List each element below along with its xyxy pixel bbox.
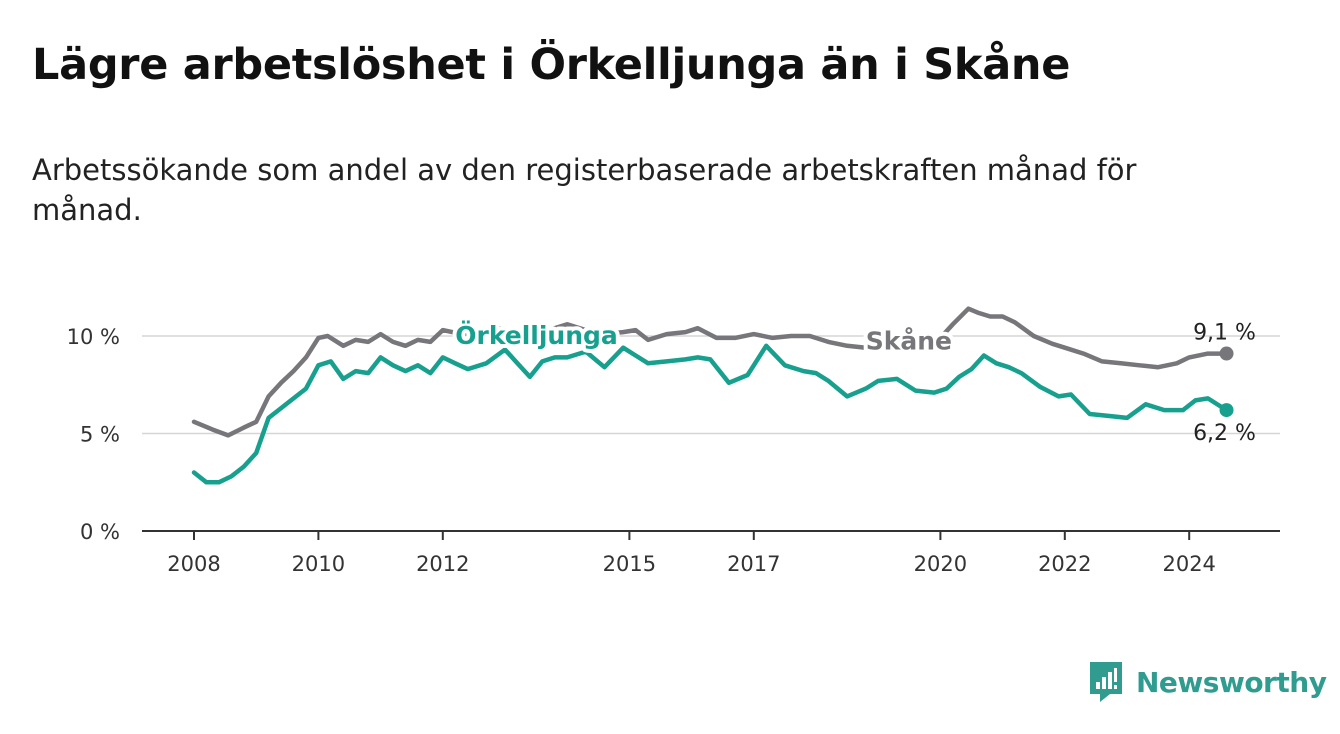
x-tick-label-2012: 2012 xyxy=(416,552,469,576)
y-tick-label-0: 0 % xyxy=(80,520,120,544)
x-tick-label-2010: 2010 xyxy=(292,552,345,576)
chart-subtitle: Arbetssökande som andel av den registerb… xyxy=(32,153,1137,227)
y-tick-label-5: 5 % xyxy=(80,423,120,447)
x-tick-label-2020: 2020 xyxy=(914,552,967,576)
brand-name: Newsworthy xyxy=(1136,665,1327,699)
end-label-orkelljunga: 6,2 % xyxy=(1193,421,1256,446)
end-point-skane xyxy=(1219,346,1234,361)
series-label-skane: Skåne xyxy=(866,327,952,356)
x-tick-label-2017: 2017 xyxy=(727,552,780,576)
end-point-orkelljunga xyxy=(1219,403,1234,418)
chart-title: Lägre arbetslöshet i Örkelljunga än i Sk… xyxy=(32,40,1071,90)
series-line-orkelljunga xyxy=(191,343,1229,485)
brand: Newsworthy xyxy=(1088,660,1327,704)
series-label-orkelljunga: Örkelljunga xyxy=(455,320,618,350)
x-tick-label-2008: 2008 xyxy=(167,552,220,576)
series-labels: 9,1 % 6,2 % Skåne Örkelljunga xyxy=(451,316,1256,446)
y-tick-label-10: 10 % xyxy=(67,325,120,349)
x-tick-label-2022: 2022 xyxy=(1038,552,1091,576)
x-tick-label-2015: 2015 xyxy=(603,552,656,576)
newsworthy-logo-icon xyxy=(1090,662,1122,702)
x-tick-label-2024: 2024 xyxy=(1162,552,1215,576)
series-lines xyxy=(191,306,1234,485)
end-label-skane: 9,1 % xyxy=(1193,321,1256,346)
y-axis-tick-labels: 0 % 5 % 10 % xyxy=(67,325,120,544)
series-line-skane xyxy=(191,306,1229,438)
x-axis: 2008 2010 2012 2015 2017 2020 2022 2024 xyxy=(142,530,1280,576)
